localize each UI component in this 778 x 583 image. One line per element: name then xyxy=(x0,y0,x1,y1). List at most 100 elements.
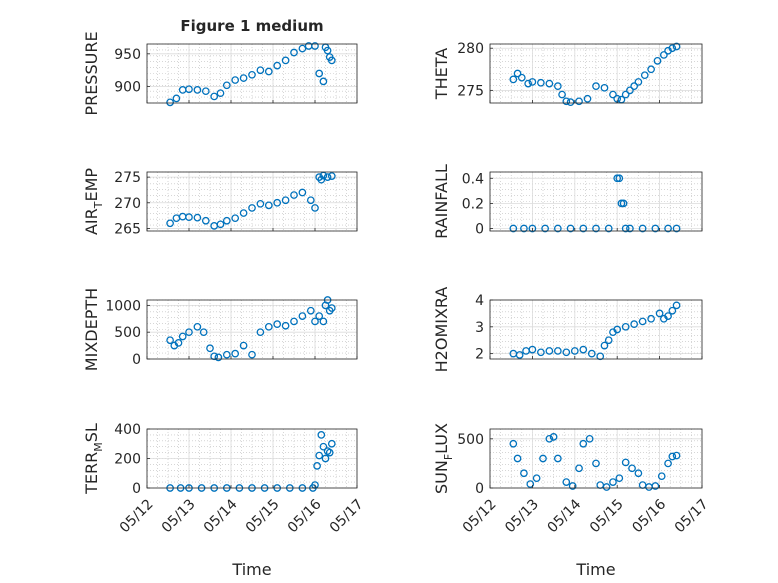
data-point xyxy=(517,73,526,82)
subplot-pressure: 900 950 PRESSURE xyxy=(82,31,358,116)
x-axis-label-right: Time xyxy=(575,560,615,579)
data-point xyxy=(323,46,332,55)
data-point xyxy=(319,77,328,86)
data-point xyxy=(325,448,334,457)
data-point xyxy=(621,224,630,233)
data-point xyxy=(664,459,672,468)
x-tick-label: 05/13 xyxy=(502,496,542,536)
data-point xyxy=(323,173,332,181)
y-axis-label: TERRMSL xyxy=(82,423,105,495)
data-point xyxy=(513,454,522,463)
data-point xyxy=(640,71,649,80)
data-point xyxy=(537,78,545,87)
data-point xyxy=(313,462,321,470)
data-point xyxy=(327,56,336,65)
data-point xyxy=(315,451,324,460)
data-point xyxy=(672,224,681,233)
data-point xyxy=(651,482,660,490)
data-point xyxy=(193,322,202,331)
data-point xyxy=(185,213,193,221)
y-tick-label: 280 xyxy=(457,41,484,57)
data-point xyxy=(166,336,174,345)
y-tick-label: 3 xyxy=(475,320,484,336)
x-tick-label: 05/12 xyxy=(117,496,157,536)
data-point xyxy=(655,309,664,318)
data-point xyxy=(532,474,541,483)
data-point xyxy=(222,350,231,359)
data-point xyxy=(239,209,248,217)
data-point xyxy=(273,61,282,70)
data-point xyxy=(537,348,545,357)
data-point xyxy=(214,353,223,362)
subplot-terr_msl: 0 200 400 05/12 05/13 05/14 05/15 05/16 05/17 TER… xyxy=(82,422,367,536)
data-point xyxy=(579,224,588,233)
data-point xyxy=(273,320,282,328)
data-point xyxy=(199,328,208,337)
data-point xyxy=(166,219,174,228)
data-point xyxy=(613,325,622,334)
data-point xyxy=(672,42,681,51)
y-tick-label: 0 xyxy=(475,221,484,237)
data-point xyxy=(210,92,219,101)
data-point xyxy=(273,198,282,207)
data-point xyxy=(634,78,643,86)
y-axis-label: PRESSURE xyxy=(82,31,101,115)
data-point xyxy=(206,344,214,353)
data-point xyxy=(256,66,265,75)
data-point xyxy=(553,82,562,90)
data-point xyxy=(592,224,600,233)
y-tick-label: 500 xyxy=(457,432,484,448)
data-point xyxy=(596,352,605,361)
data-point xyxy=(539,454,547,463)
data-point xyxy=(281,196,290,205)
data-point xyxy=(570,347,579,355)
axes-box xyxy=(489,171,703,232)
data-point xyxy=(568,482,577,490)
data-point xyxy=(651,224,660,233)
data-point xyxy=(626,86,634,95)
data-point xyxy=(509,439,518,448)
data-point xyxy=(248,204,256,212)
data-point xyxy=(306,196,315,205)
data-point xyxy=(619,199,628,208)
y-axis-label: MIXDEPTH xyxy=(82,288,101,371)
data-point xyxy=(604,224,613,233)
data-point xyxy=(239,74,248,82)
data-point xyxy=(604,336,613,345)
data-point xyxy=(327,172,336,180)
data-point xyxy=(602,483,611,491)
data-point xyxy=(315,69,324,78)
data-point xyxy=(528,78,537,86)
data-point xyxy=(575,464,583,473)
axes-box xyxy=(489,43,703,104)
data-point xyxy=(566,98,575,107)
data-point xyxy=(664,224,672,233)
data-point xyxy=(562,348,571,357)
data-point xyxy=(290,191,298,199)
y-tick-label: 900 xyxy=(114,80,141,96)
data-point xyxy=(647,314,655,323)
data-point xyxy=(562,478,571,486)
data-point xyxy=(166,98,174,107)
data-point xyxy=(526,480,535,488)
data-point xyxy=(256,328,265,337)
data-point xyxy=(248,70,256,79)
data-point xyxy=(583,94,592,103)
data-point xyxy=(298,188,307,197)
data-point xyxy=(201,87,210,96)
data-point xyxy=(566,224,575,233)
y-tick-label: 265 xyxy=(114,221,141,237)
x-tick-label: 05/12 xyxy=(460,496,500,536)
data-point xyxy=(615,174,624,183)
data-point xyxy=(528,224,537,233)
data-point xyxy=(185,328,193,337)
data-point xyxy=(664,312,672,320)
x-tick-label: 05/15 xyxy=(243,496,283,536)
y-tick-label: 950 xyxy=(114,47,141,63)
data-point xyxy=(626,224,634,233)
data-point xyxy=(231,214,240,223)
data-point xyxy=(306,306,315,315)
data-point xyxy=(193,213,202,222)
data-point xyxy=(264,201,273,210)
